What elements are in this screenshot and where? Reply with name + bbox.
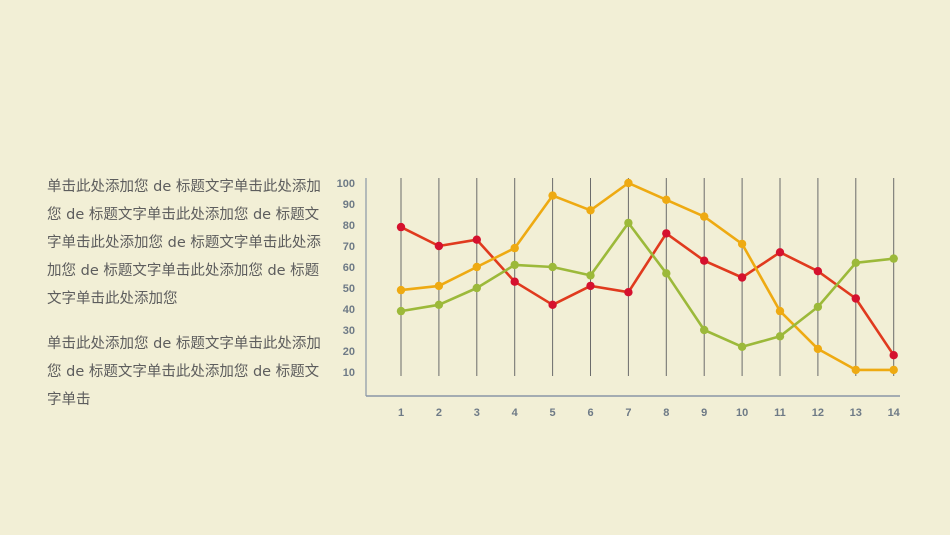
y-tick-label: 40 xyxy=(343,304,355,316)
x-tick-label: 6 xyxy=(587,407,593,419)
series-3 xyxy=(396,218,898,351)
data-point xyxy=(624,178,633,188)
y-tick-label: 70 xyxy=(343,241,355,253)
x-axis-tick-labels: 1 2 3 4 5 6 7 8 9 10 11 12 13 14 xyxy=(398,407,901,419)
data-point xyxy=(472,235,481,244)
body-paragraph-1: 单击此处添加您 de 标题文字单击此处添加您 de 标题文字单击此处添加您 de… xyxy=(47,179,321,307)
data-point xyxy=(548,300,557,309)
data-point xyxy=(396,285,406,295)
data-point xyxy=(889,351,898,360)
y-tick-label: 20 xyxy=(343,346,355,358)
data-point xyxy=(775,332,785,341)
data-point xyxy=(889,365,898,375)
y-tick-label: 10 xyxy=(343,367,355,379)
data-point xyxy=(737,342,747,351)
data-point xyxy=(624,288,633,297)
x-tick-label: 4 xyxy=(512,407,519,419)
x-tick-label: 12 xyxy=(812,407,824,419)
data-point xyxy=(851,365,860,375)
data-point xyxy=(586,271,595,280)
x-tick-label: 5 xyxy=(550,407,556,419)
data-point xyxy=(548,191,557,200)
data-point xyxy=(813,267,823,276)
data-point xyxy=(700,212,709,221)
series-line xyxy=(399,221,896,349)
data-point xyxy=(586,206,595,215)
x-tick-label: 7 xyxy=(625,407,631,419)
data-point xyxy=(775,306,785,316)
series-line xyxy=(399,225,896,357)
series-line xyxy=(399,181,896,372)
data-point xyxy=(434,300,444,309)
y-tick-label: 60 xyxy=(343,262,355,274)
x-tick-label: 9 xyxy=(701,407,707,419)
data-point xyxy=(472,262,481,272)
data-point xyxy=(396,306,406,316)
y-tick-label: 80 xyxy=(343,220,355,232)
series-2 xyxy=(396,178,898,375)
data-point xyxy=(662,229,671,238)
series-lines xyxy=(396,178,898,375)
data-point xyxy=(472,283,481,293)
y-tick-label: 50 xyxy=(343,283,355,295)
data-point xyxy=(700,256,709,265)
x-tick-label: 2 xyxy=(436,407,442,419)
x-tick-label: 13 xyxy=(850,407,862,419)
data-point xyxy=(586,281,595,291)
data-point xyxy=(737,273,747,282)
data-point xyxy=(813,344,823,354)
data-point xyxy=(851,258,860,267)
x-tick-label: 11 xyxy=(774,407,786,419)
data-point xyxy=(889,254,898,263)
data-point xyxy=(700,325,709,335)
data-point xyxy=(510,277,519,286)
data-point xyxy=(510,260,519,270)
y-tick-label: 30 xyxy=(343,325,355,337)
data-point xyxy=(737,239,747,249)
body-paragraph-2: 单击此处添加您 de 标题文字单击此处添加您 de 标题文字单击此处添加您 de… xyxy=(47,336,321,408)
x-tick-label: 10 xyxy=(736,407,748,419)
data-point xyxy=(851,294,860,303)
data-point xyxy=(510,243,519,253)
data-point xyxy=(775,248,785,257)
data-point xyxy=(396,222,406,232)
series-1 xyxy=(396,222,898,360)
data-point xyxy=(813,302,823,312)
data-point xyxy=(662,195,671,204)
data-point xyxy=(434,281,444,291)
x-axis xyxy=(365,178,900,397)
x-tick-label: 3 xyxy=(474,407,480,419)
x-tick-label: 8 xyxy=(663,407,669,419)
y-tick-label: 100 xyxy=(337,178,355,190)
y-axis-tick-labels: 10 20 30 40 50 60 70 80 90 100 xyxy=(337,178,355,379)
data-point xyxy=(662,269,671,278)
y-tick-label: 90 xyxy=(343,199,355,211)
data-point xyxy=(624,218,633,228)
x-tick-label: 1 xyxy=(398,407,404,419)
data-point xyxy=(434,241,444,251)
data-point xyxy=(548,262,557,272)
x-tick-label: 14 xyxy=(888,407,901,419)
